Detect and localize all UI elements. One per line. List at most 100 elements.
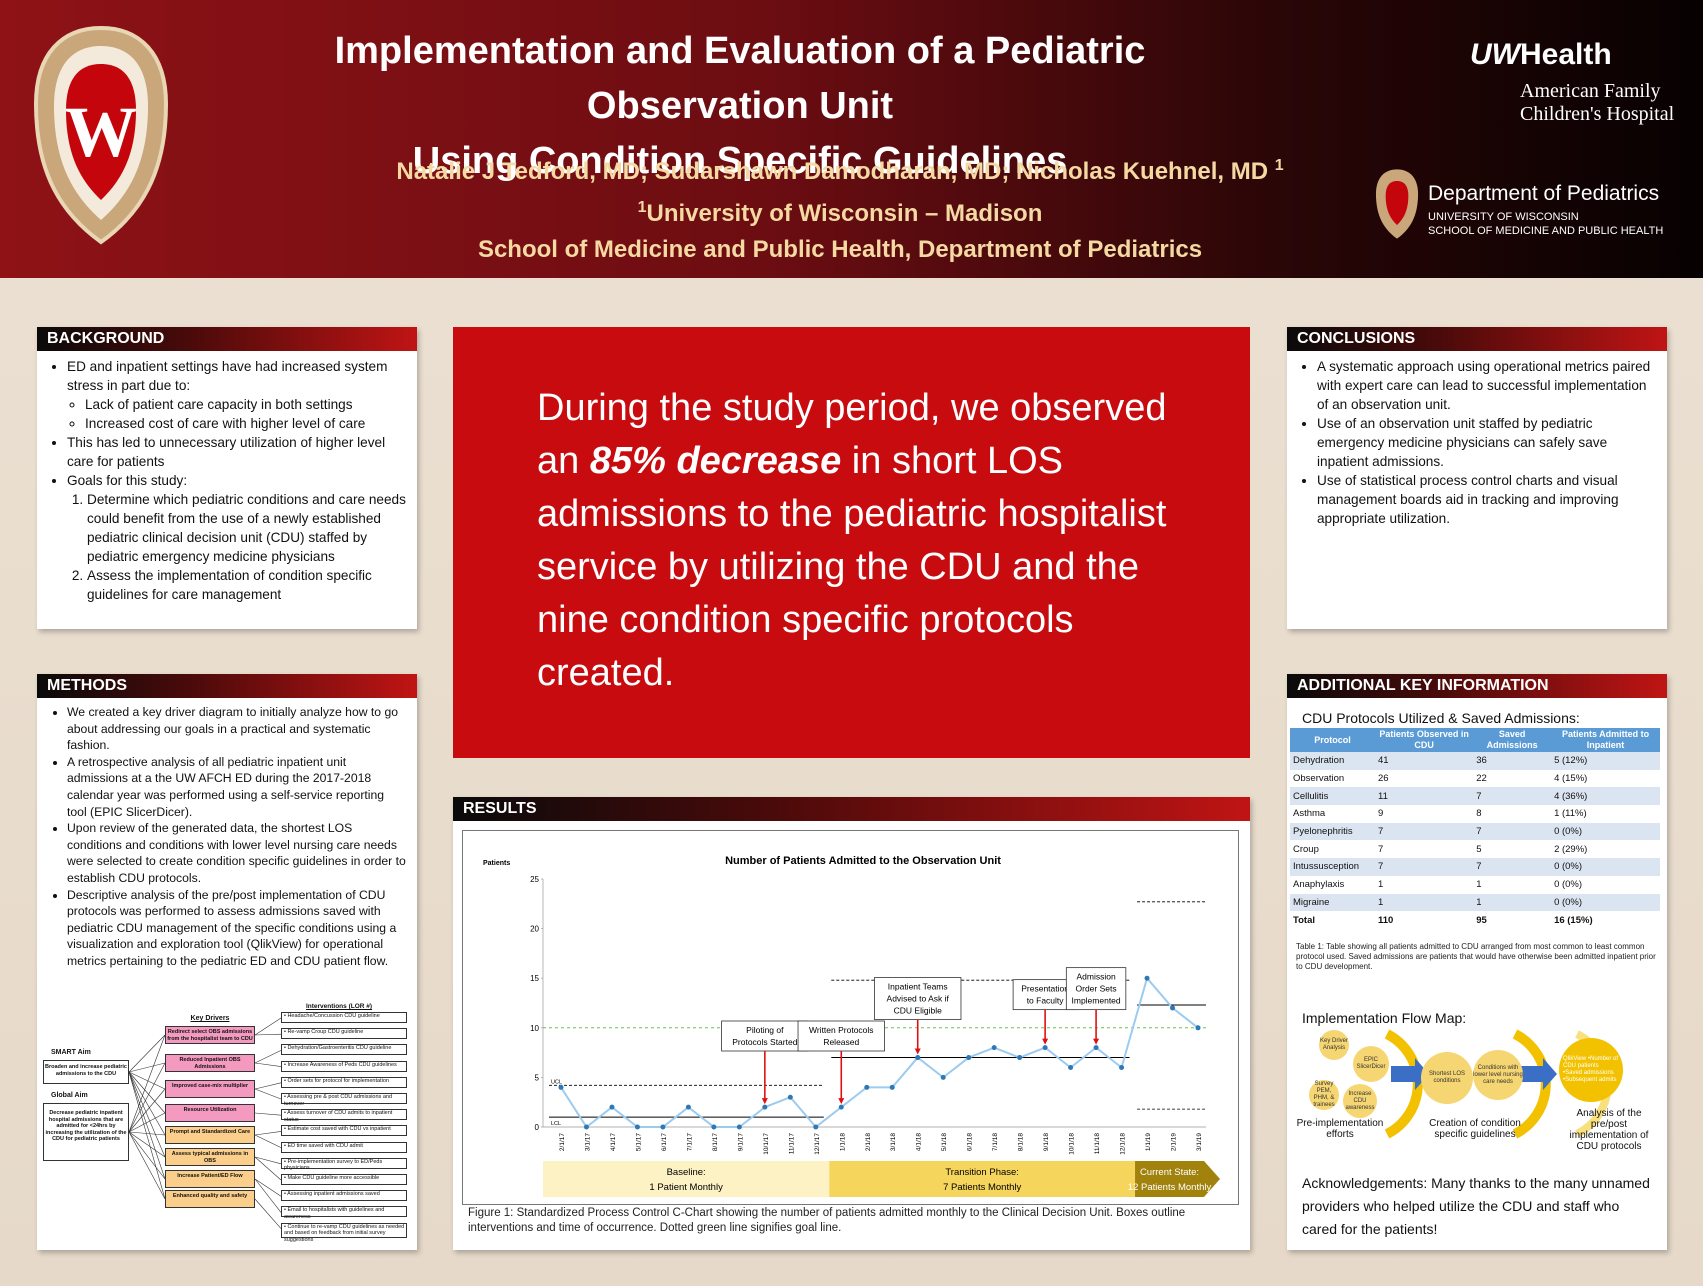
kdd-drivers-title: Key Drivers <box>190 1015 230 1022</box>
table-cell: 4 (36%) <box>1551 787 1660 806</box>
implementation-flow-map: Key Driver Analysis EPIC SlicerDicer Sur… <box>1287 1028 1667 1152</box>
data-point <box>660 1124 666 1130</box>
annotation-text: Protocols Started <box>732 1037 797 1047</box>
kdd-connector <box>128 1034 166 1073</box>
uw-health-logo: UWHealth <box>1470 38 1612 72</box>
kdd-driver: Reduced Inpatient OBS Admissions <box>165 1054 255 1072</box>
methods-bullet-2: A retrospective analysis of all pediatri… <box>67 754 407 820</box>
kdd-connector <box>254 1088 282 1100</box>
table-cell: 5 <box>1476 843 1482 855</box>
kdd-intervention: • Make CDU guideline more accessible <box>281 1174 407 1185</box>
data-point <box>1093 1045 1099 1051</box>
dept-uw: UNIVERSITY OF WISCONSIN <box>1428 211 1579 223</box>
annotation-arrowhead <box>914 1048 921 1055</box>
kdd-intervention: • Assessing inpatient admissions saved <box>281 1190 407 1202</box>
phase-band <box>1135 1161 1220 1197</box>
table-cell: 9 <box>1378 808 1384 820</box>
kdd-intervention: • Headache/Concussion CDU guideline <box>281 1012 407 1023</box>
flow-label-pre: Pre-implementation efforts <box>1296 1118 1384 1140</box>
kdd-intervention: • Order sets for protocol for implementa… <box>281 1076 407 1088</box>
flow-title: Implementation Flow Map: <box>1302 1010 1467 1026</box>
methods-panel: METHODS We created a key driver diagram … <box>37 674 417 1250</box>
table-cell: 16 (15%) <box>1551 911 1660 929</box>
kdd-connector <box>254 1178 282 1213</box>
cdu-protocol-table: Protocol Patients Observed in CDU Saved Ad… <box>1290 728 1660 929</box>
table-row: Intussusception 7 7 0 (0%) <box>1290 858 1660 876</box>
methods-bullet-4: Descriptive analysis of the pre/post imp… <box>67 887 407 970</box>
bg-bullet-1: ED and inpatient settings have had incre… <box>67 357 407 433</box>
authors-sup: 1 <box>1274 157 1284 174</box>
data-point <box>813 1124 819 1130</box>
table-cell: Croup <box>1293 843 1319 855</box>
data-point <box>915 1055 921 1061</box>
crest-letter: W <box>65 92 137 172</box>
methods-bullet-1: We created a key driver diagram to initi… <box>67 704 407 754</box>
kdd-connector <box>128 1131 166 1158</box>
kdd-intervention: • Pre-implementation survey to ED/Peds p… <box>281 1157 407 1171</box>
kdd-driver: Increase Patient/ED Flow <box>165 1170 255 1188</box>
kdd-connector-lines <box>128 1017 282 1229</box>
results-heading: RESULTS <box>453 797 1250 821</box>
annotation-arrowhead <box>838 1098 845 1105</box>
methods-bullet-3: Upon review of the generated data, the s… <box>67 820 407 886</box>
kdd-connector <box>128 1112 166 1133</box>
x-tick-label: 7/1/18 <box>992 1133 999 1151</box>
phase-label: Baseline: <box>667 1167 706 1178</box>
kdd-connector <box>254 1050 282 1064</box>
data-point <box>838 1104 844 1110</box>
data-point <box>1017 1055 1023 1061</box>
afch-logo: American Family Children's Hospital <box>1520 80 1674 126</box>
finding-emphasis: 85% decrease <box>589 440 842 482</box>
kdd-connector <box>128 1071 166 1180</box>
flow-circle-epic: EPIC SlicerDicer <box>1353 1046 1389 1082</box>
table-row: Observation 26 22 4 (15%) <box>1290 770 1660 788</box>
y-tick-label: 0 <box>535 1123 540 1132</box>
annotation-box <box>1065 967 1127 1011</box>
table-row: Anaphylaxis 1 1 0 (0%) <box>1290 876 1660 894</box>
y-tick-label: 15 <box>530 974 539 983</box>
flow-circle-kda: Key Driver Analysis <box>1319 1030 1349 1060</box>
table-cell: Total <box>1290 911 1375 929</box>
flow-circle-conditions: Conditions with lower level nursing care… <box>1473 1050 1523 1100</box>
chart-y-label: Patients <box>483 860 510 867</box>
y-tick-label: 25 <box>530 875 539 884</box>
chart-title: Number of Patients Admitted to the Obser… <box>725 855 1001 867</box>
table-row: Migraine 1 1 0 (0%) <box>1290 893 1660 912</box>
table-row: Asthma 9 8 1 (11%) <box>1290 805 1660 823</box>
table-title: CDU Protocols Utilized & Saved Admission… <box>1302 710 1580 726</box>
kdd-intervention: • Dehydration/Gastroenteritis CDU guidel… <box>281 1044 407 1056</box>
phase-band <box>829 1161 1136 1197</box>
bg-goal-1: Determine which pediatric conditions and… <box>87 490 407 566</box>
x-tick-label: 5/1/18 <box>941 1133 948 1151</box>
data-point <box>940 1074 946 1080</box>
methods-heading: METHODS <box>37 674 417 698</box>
conclusions-body: A systematic approach using operational … <box>1287 351 1667 528</box>
annotation-text: Written Protocols <box>809 1025 874 1035</box>
x-tick-label: 4/1/17 <box>610 1133 617 1151</box>
table-cell: Cellulitis <box>1290 787 1375 806</box>
table-cell: 1 (11%) <box>1554 808 1587 820</box>
x-tick-label: 9/1/17 <box>737 1133 744 1151</box>
kdd-connector <box>254 1033 282 1036</box>
phase-sub: 1 Patient Monthly <box>649 1182 723 1193</box>
x-tick-label: 12/1/17 <box>814 1133 821 1155</box>
table-cell: 5 (12%) <box>1551 752 1660 770</box>
x-tick-label: 1/1/18 <box>839 1133 846 1151</box>
table-cell: Migraine <box>1290 893 1375 912</box>
conclusion-3: Use of statistical process control chart… <box>1317 471 1657 528</box>
table-cell: 0 (0%) <box>1551 858 1660 876</box>
x-tick-label: 10/1/18 <box>1069 1133 1076 1155</box>
table-header-cell: Patients Admitted to Inpatient <box>1551 728 1660 752</box>
y-tick-label: 20 <box>530 925 539 934</box>
data-point <box>1042 1045 1048 1051</box>
x-tick-label: 5/1/17 <box>635 1133 642 1151</box>
data-point <box>1119 1064 1125 1070</box>
dept-name: Department of Pediatrics <box>1428 182 1660 205</box>
kdd-intervention: • Estimate cost saved with CDU vs inpati… <box>281 1125 407 1137</box>
x-tick-label: 11/1/17 <box>788 1133 795 1155</box>
x-tick-label: 9/1/18 <box>1043 1133 1050 1151</box>
cdu-table-wrap: Protocol Patients Observed in CDU Saved Ad… <box>1290 728 1660 929</box>
table-cell: 0 (0%) <box>1551 893 1660 912</box>
kdd-connector <box>128 1062 166 1073</box>
kdd-connector <box>128 1062 166 1133</box>
